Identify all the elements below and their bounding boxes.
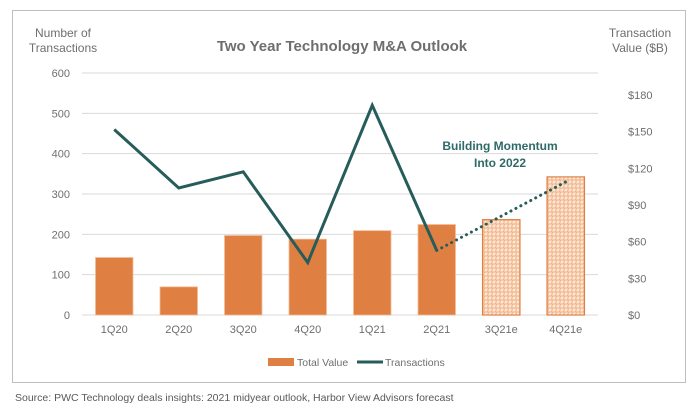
bar-total-value <box>417 224 456 316</box>
x-tick-label: 2Q21 <box>423 324 450 336</box>
x-tick-label: 4Q20 <box>294 324 321 336</box>
chart-title: Two Year Technology M&A Outlook <box>217 38 468 55</box>
left-tick-label: 0 <box>64 310 70 322</box>
left-tick-label: 600 <box>52 68 70 80</box>
left-tick-label: 300 <box>52 189 70 201</box>
left-tick-label: 100 <box>52 270 70 282</box>
right-tick-label: $30 <box>628 273 646 285</box>
bar-total-value <box>95 257 134 316</box>
left-tick-label: 400 <box>52 149 70 161</box>
right-tick-label: $180 <box>628 90 652 102</box>
legend: Total Value Transactions <box>268 357 445 369</box>
bars-total-value <box>95 176 586 316</box>
annotation-line2: Into 2022 <box>474 156 526 170</box>
left-tick-label: 500 <box>52 108 70 120</box>
x-tick-label: 3Q20 <box>230 324 257 336</box>
legend-swatch-total-value <box>268 358 294 366</box>
right-tick-label: $60 <box>628 237 646 249</box>
right-axis-title-line1: Transaction <box>609 26 671 40</box>
legend-label-total-value: Total Value <box>297 357 348 369</box>
right-tick-label: $120 <box>628 163 652 175</box>
left-axis-title-line2: Transactions <box>29 41 97 55</box>
axis-ticks: 0 100 200 300 400 500 600 $0 $30 $60 $90 $120 $150 $1… <box>52 68 653 336</box>
x-tick-label: 1Q20 <box>101 324 128 336</box>
x-tick-label: 3Q21e <box>485 324 518 336</box>
left-axis-title-line1: Number of <box>35 26 92 40</box>
line-transactions <box>113 101 568 266</box>
left-tick-label: 200 <box>52 229 70 241</box>
x-tick-label: 4Q21e <box>549 324 582 336</box>
right-axis-title-line2: Value ($B) <box>612 41 668 55</box>
bar-total-value-estimate <box>481 219 521 316</box>
legend-label-transactions: Transactions <box>385 357 445 369</box>
bar-total-value <box>288 238 327 316</box>
line-transactions-projected <box>435 180 568 252</box>
gridlines <box>82 72 598 316</box>
bar-total-value <box>224 235 263 316</box>
chart-frame <box>12 10 686 383</box>
x-tick-label: 2Q20 <box>165 324 192 336</box>
right-tick-label: $90 <box>628 200 646 212</box>
annotation-line1: Building Momentum <box>442 139 557 153</box>
right-tick-label: $150 <box>628 127 652 139</box>
x-tick-label: 1Q21 <box>359 324 386 336</box>
source-note: Source: PWC Technology deals insights: 2… <box>15 392 454 404</box>
line-transactions-actual <box>113 101 439 266</box>
bar-total-value <box>353 230 392 316</box>
bar-total-value <box>159 286 198 316</box>
right-tick-label: $0 <box>628 310 640 322</box>
bar-total-value-estimate <box>546 176 586 316</box>
axis-labels: Two Year Technology M&A Outlook Number o… <box>29 26 671 170</box>
